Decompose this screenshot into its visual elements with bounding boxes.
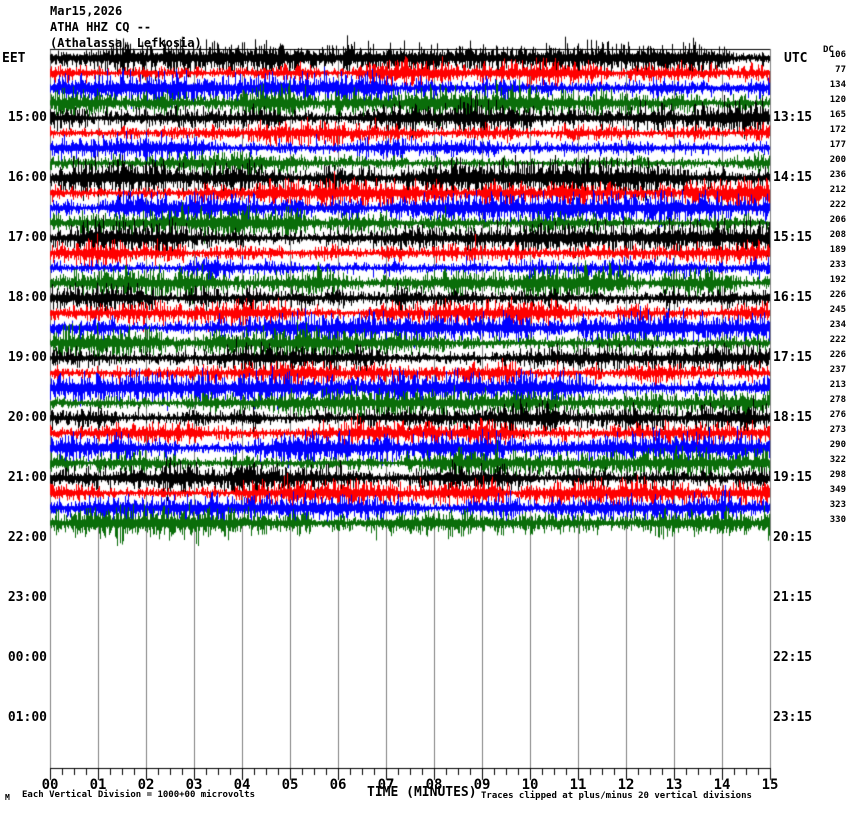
minute-tick-label: 09 (473, 777, 491, 793)
utc-time-label: 13:15 (773, 110, 813, 125)
minute-tick-label: 12 (617, 777, 635, 793)
minute-tick-label: 14 (713, 777, 731, 793)
eet-time-label: 01:00 (7, 710, 47, 725)
minute-tick-label: 10 (521, 777, 539, 793)
eet-time-label: 17:00 (7, 230, 47, 245)
utc-time-label: 22:15 (773, 650, 813, 665)
eet-time-label: 20:00 (7, 410, 47, 425)
dc-value: 245 (829, 305, 846, 315)
dc-value: 278 (829, 395, 846, 405)
dc-value: 323 (829, 500, 846, 510)
eet-time-label: 19:00 (7, 350, 47, 365)
utc-time-label: 20:15 (773, 530, 813, 545)
minute-tick-label: 13 (665, 777, 683, 793)
utc-time-label: 23:15 (773, 710, 813, 725)
minute-tick-label: 06 (329, 777, 347, 793)
minute-tick-label: 04 (233, 777, 251, 793)
eet-time-label: 00:00 (7, 650, 47, 665)
dc-value: 213 (829, 380, 846, 390)
dc-value: 208 (829, 230, 846, 240)
utc-time-label: 16:15 (773, 290, 813, 305)
eet-time-label: 15:00 (7, 110, 47, 125)
header-location: (Athalassa, Lefkosia) (50, 36, 202, 50)
dc-value: 222 (829, 335, 846, 345)
corner-mark: M (5, 793, 10, 802)
utc-time-label: 14:15 (773, 170, 813, 185)
dc-value: 200 (829, 155, 846, 165)
dc-value: 189 (829, 245, 846, 255)
dc-value: 120 (829, 95, 846, 105)
dc-value: 206 (829, 215, 846, 225)
dc-value: 234 (829, 320, 846, 330)
utc-time-label: 17:15 (773, 350, 813, 365)
dc-value: 165 (829, 110, 846, 120)
dc-value: 330 (829, 515, 846, 525)
dc-value: 322 (829, 455, 846, 465)
dc-value: 273 (829, 425, 846, 435)
minute-tick-label: 05 (281, 777, 299, 793)
minute-tick-label: 15 (761, 777, 779, 793)
eet-time-label: 18:00 (7, 290, 47, 305)
x-axis-title: TIME (MINUTES) (367, 785, 477, 800)
dc-value: 177 (829, 140, 846, 150)
eet-time-label: 21:00 (7, 470, 47, 485)
dc-value: 192 (829, 275, 846, 285)
division-note: Each Vertical Division = 1000+00 microvo… (22, 790, 255, 800)
eet-time-label: 23:00 (7, 590, 47, 605)
dc-value: 212 (829, 185, 846, 195)
clip-note: Traces clipped at plus/minus 20 vertical… (481, 791, 752, 801)
header-station: ATHA HHZ CQ -- (50, 20, 152, 34)
utc-time-label: 19:15 (773, 470, 813, 485)
utc-time-label: 18:15 (773, 410, 813, 425)
dc-value: 237 (829, 365, 846, 375)
utc-time-label: 21:15 (773, 590, 813, 605)
dc-column-header: DC (823, 45, 834, 55)
left-timezone-label: EET (2, 51, 26, 66)
dc-value: 290 (829, 440, 846, 450)
minute-tick-label: 00 (41, 777, 59, 793)
dc-value: 349 (829, 485, 846, 495)
eet-time-label: 22:00 (7, 530, 47, 545)
eet-time-label: 16:00 (7, 170, 47, 185)
dc-value: 236 (829, 170, 846, 180)
minute-tick-label: 11 (569, 777, 587, 793)
minute-tick-label: 08 (425, 777, 443, 793)
dc-value: 106 (829, 50, 846, 60)
minute-tick-label: 03 (185, 777, 203, 793)
utc-time-label: 15:15 (773, 230, 813, 245)
dc-value: 172 (829, 125, 846, 135)
dc-value: 222 (829, 200, 846, 210)
header-date: Mar15,2026 (50, 4, 123, 18)
dc-value: 226 (829, 290, 846, 300)
right-timezone-label: UTC (784, 51, 808, 66)
dc-value: 298 (829, 470, 846, 480)
dc-value: 134 (829, 80, 846, 90)
dc-value: 276 (829, 410, 846, 420)
dc-value: 226 (829, 350, 846, 360)
minute-tick-label: 07 (377, 777, 395, 793)
dc-value: 233 (829, 260, 846, 270)
minute-tick-label: 01 (89, 777, 107, 793)
dc-value: 77 (835, 65, 846, 75)
minute-tick-label: 02 (137, 777, 155, 793)
